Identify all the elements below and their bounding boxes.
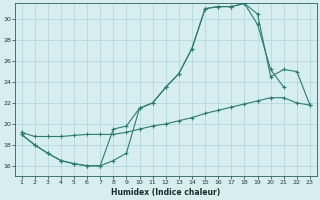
X-axis label: Humidex (Indice chaleur): Humidex (Indice chaleur) [111, 188, 220, 197]
